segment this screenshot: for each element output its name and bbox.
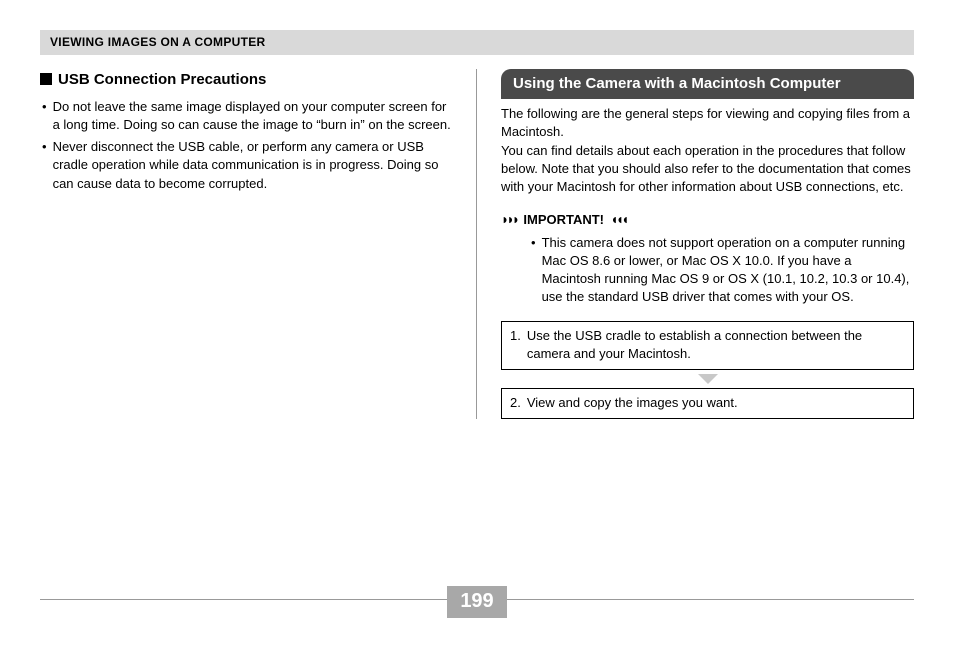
arrow-decor-right-icon: ◖◖◖ bbox=[610, 210, 626, 230]
intro-text-2: You can find details about each operatio… bbox=[501, 143, 911, 194]
step-box: 2. View and copy the images you want. bbox=[501, 388, 914, 419]
intro-text-1: The following are the general steps for … bbox=[501, 106, 910, 139]
right-column: Using the Camera with a Macintosh Comput… bbox=[477, 69, 914, 419]
right-heading-pill: Using the Camera with a Macintosh Comput… bbox=[501, 69, 914, 100]
section-header-text: VIEWING IMAGES ON A COMPUTER bbox=[50, 35, 266, 49]
page-footer: 199 bbox=[40, 586, 914, 618]
square-bullet-icon bbox=[40, 73, 52, 85]
section-header-bar: VIEWING IMAGES ON A COMPUTER bbox=[40, 30, 914, 55]
list-item: • Never disconnect the USB cable, or per… bbox=[42, 138, 452, 193]
list-item-text: Do not leave the same image displayed on… bbox=[53, 98, 452, 134]
important-text: This camera does not support operation o… bbox=[542, 234, 914, 307]
flow-arrow-down bbox=[501, 370, 914, 388]
step-text: Use the USB cradle to establish a connec… bbox=[527, 327, 905, 363]
step-number: 1. bbox=[510, 327, 527, 363]
arrow-down-icon bbox=[694, 372, 722, 386]
important-heading-row: ◗◗◗ IMPORTANT! ◖◖◖ bbox=[501, 210, 914, 230]
step-box: 1. Use the USB cradle to establish a con… bbox=[501, 321, 914, 370]
left-column: USB Connection Precautions • Do not leav… bbox=[40, 69, 477, 419]
two-column-layout: USB Connection Precautions • Do not leav… bbox=[40, 69, 914, 419]
important-label: IMPORTANT! bbox=[523, 211, 604, 229]
step-text: View and copy the images you want. bbox=[527, 394, 738, 412]
arrow-decor-left-icon: ◗◗◗ bbox=[501, 210, 517, 230]
intro-paragraph: The following are the general steps for … bbox=[501, 105, 914, 196]
page-number: 199 bbox=[447, 586, 507, 618]
important-body: • This camera does not support operation… bbox=[501, 234, 914, 307]
bullet-dot-icon: • bbox=[42, 138, 53, 193]
page-content: VIEWING IMAGES ON A COMPUTER USB Connect… bbox=[0, 0, 954, 419]
left-heading-text: USB Connection Precautions bbox=[58, 69, 266, 90]
list-item-text: Never disconnect the USB cable, or perfo… bbox=[53, 138, 452, 193]
right-heading-text: Using the Camera with a Macintosh Comput… bbox=[513, 75, 841, 92]
precautions-list: • Do not leave the same image displayed … bbox=[40, 98, 452, 193]
step-number: 2. bbox=[510, 394, 527, 412]
bullet-dot-icon: • bbox=[531, 234, 542, 307]
important-item: • This camera does not support operation… bbox=[531, 234, 914, 307]
left-heading: USB Connection Precautions bbox=[40, 69, 452, 90]
list-item: • Do not leave the same image displayed … bbox=[42, 98, 452, 134]
bullet-dot-icon: • bbox=[42, 98, 53, 134]
